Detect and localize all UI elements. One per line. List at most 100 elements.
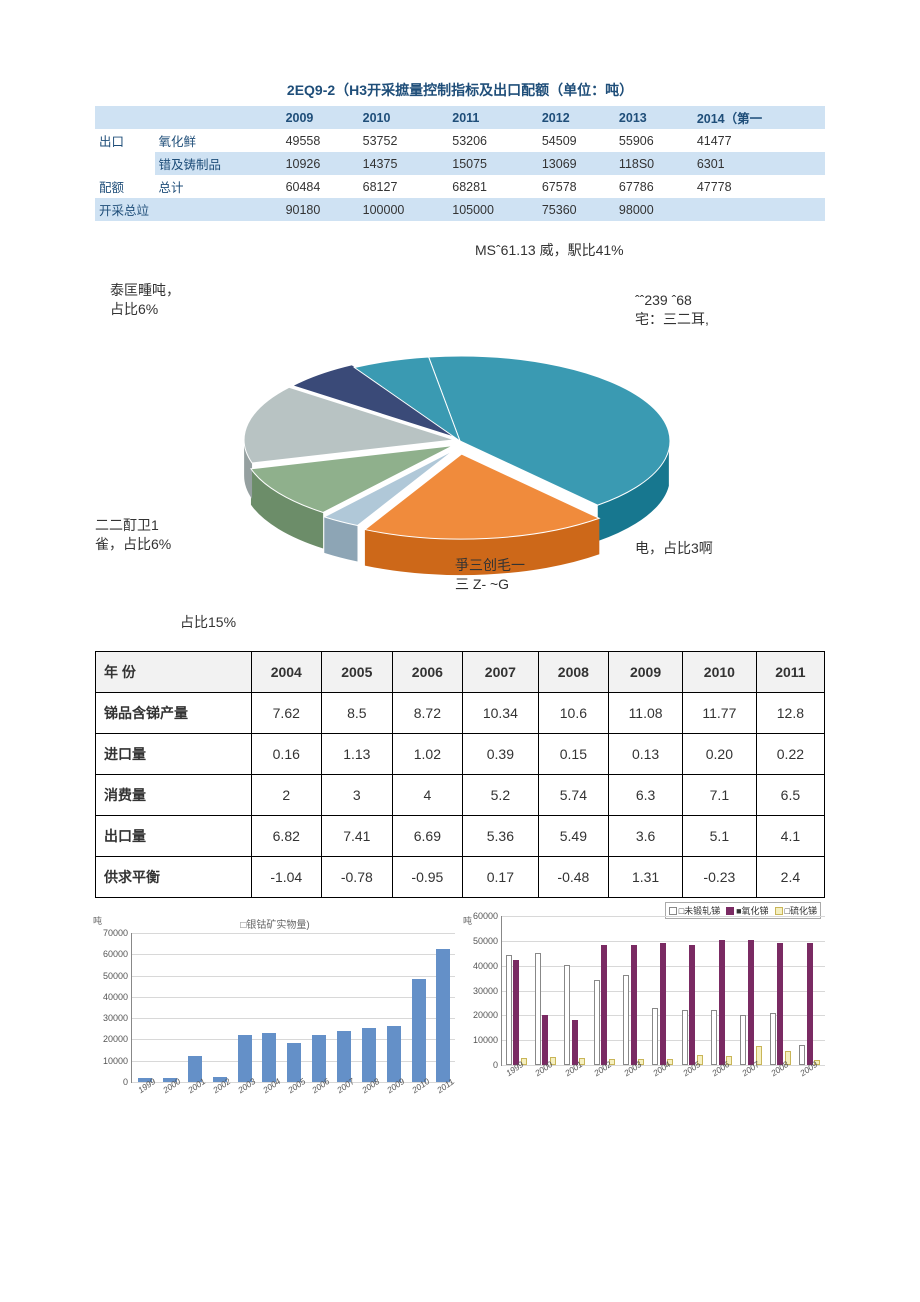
t2-cell: -0.78 [322,857,393,898]
bar [362,1028,376,1082]
bar [513,960,519,1065]
bar [660,943,666,1066]
t2-cell: 6.3 [609,775,683,816]
t2-cell: 2 [251,775,322,816]
t2-row-label: 进口量 [96,734,252,775]
t1-year: 2013 [615,106,693,129]
bar [748,940,754,1065]
t2-cell: 2.4 [756,857,824,898]
t2-cell: 10.34 [463,693,538,734]
t1-footer-lbl: 开采总竝 [95,198,282,221]
t2-cell: 0.17 [463,857,538,898]
bar [238,1035,252,1082]
t2-cell: 7.41 [322,816,393,857]
y-tick-label: 20000 [466,1010,498,1020]
t1-cell: 41477 [693,129,825,152]
t2-header-cell: 2005 [322,652,393,693]
t2-cell: 8.5 [322,693,393,734]
t1-cell: 10926 [282,152,359,175]
t2-cell: 3 [322,775,393,816]
t2-cell: 0.13 [609,734,683,775]
t1-cell: 67786 [615,175,693,198]
t1-year: 2010 [359,106,449,129]
bar [740,1015,746,1065]
t1-cell: 13069 [538,152,615,175]
y-tick-label: 60000 [96,949,128,959]
table-row: 锑品含锑产量7.628.58.7210.3410.611.0811.7712.8 [96,693,825,734]
t2-cell: 1.13 [322,734,393,775]
t2-cell: 8.72 [392,693,463,734]
t2-cell: 0.16 [251,734,322,775]
t2-cell: 0.39 [463,734,538,775]
t1-cell: 54509 [538,129,615,152]
table-row: 供求平衡-1.04-0.78-0.950.17-0.481.31-0.232.4 [96,857,825,898]
bar [689,945,695,1065]
pie-chart-area: MSˆ61.13 威，駅比41%ˆˆ239 ˆ68宅：三二耳,电，占比3啊爭三创… [95,241,825,641]
t2-cell: 6.5 [756,775,824,816]
t1-year: 2012 [538,106,615,129]
y-unit-label: 吨 [93,914,102,927]
t2-cell: 6.82 [251,816,322,857]
t2-cell: 0.15 [538,734,609,775]
t2-header-cell: 年 份 [96,652,252,693]
t1-cell: 75360 [538,198,615,221]
t2-cell: 11.77 [682,693,756,734]
bar [682,1010,688,1065]
bar [312,1035,326,1082]
y-tick-label: 0 [96,1077,128,1087]
bar [807,943,813,1066]
y-tick-label: 10000 [466,1035,498,1045]
t2-cell: 7.1 [682,775,756,816]
bar [535,953,541,1066]
t1-grouplbl: 配额 [95,175,155,198]
t1-rowlbl: 错及铸制品 [155,152,282,175]
t2-header-cell: 2008 [538,652,609,693]
t1-cell: 60484 [282,175,359,198]
pie-slice-label: ˆˆ239 ˆ68宅：三二耳, [635,291,709,329]
table-row: 错及铸制品 10926 14375 15075 13069 118S0 6301 [95,152,825,175]
bar [799,1045,805,1065]
t1-cell: 53752 [359,129,449,152]
y-tick-label: 30000 [96,1013,128,1023]
t1-year: 2009 [282,106,359,129]
t1-rowlbl: 总计 [155,175,282,198]
t1-cell: 98000 [615,198,693,221]
t2-header-cell: 2011 [756,652,824,693]
pie-slice-label: 泰匡畽吨，占比6% [110,281,180,319]
y-tick-label: 40000 [466,961,498,971]
t2-cell: 5.1 [682,816,756,857]
t1-cell: 90180 [282,198,359,221]
t2-cell: 5.2 [463,775,538,816]
bar [652,1008,658,1066]
t2-cell: 0.22 [756,734,824,775]
bar [337,1031,351,1082]
bar-chart-left: 吨 □银钴矿实物量) 01000020000300004000050000600… [95,916,455,1111]
t2-header-cell: 2009 [609,652,683,693]
t2-cell: -1.04 [251,857,322,898]
bar [601,945,607,1065]
t2-cell: 10.6 [538,693,609,734]
t1-year: 2014（第一 [693,106,825,129]
y-tick-label: 50000 [96,971,128,981]
t2-cell: 4.1 [756,816,824,857]
t1-year: 2011 [448,106,538,129]
bar-plot-left: 010000200003000040000500006000070000 [131,933,455,1083]
t1-cell: 55906 [615,129,693,152]
t2-cell: 5.49 [538,816,609,857]
t2-cell: -0.23 [682,857,756,898]
y-tick-label: 0 [466,1060,498,1070]
bar [631,945,637,1065]
y-tick-label: 30000 [466,986,498,996]
bar [572,1020,578,1065]
bar [542,1015,548,1065]
t1-cell: 53206 [448,129,538,152]
t2-cell: -0.48 [538,857,609,898]
y-tick-label: 50000 [466,936,498,946]
bar [564,965,570,1065]
bar-chart-right: 吨 □未锻轧锑■氧化锑□硫化锑 010000200003000040000500… [465,916,825,1111]
bar [506,955,512,1065]
bar [719,940,725,1065]
pie-slice-label: 爭三创毛一三 Z- ~G [455,556,525,594]
y-tick-label: 60000 [466,911,498,921]
bar-chart-left-title: □银钴矿实物量) [95,916,455,931]
